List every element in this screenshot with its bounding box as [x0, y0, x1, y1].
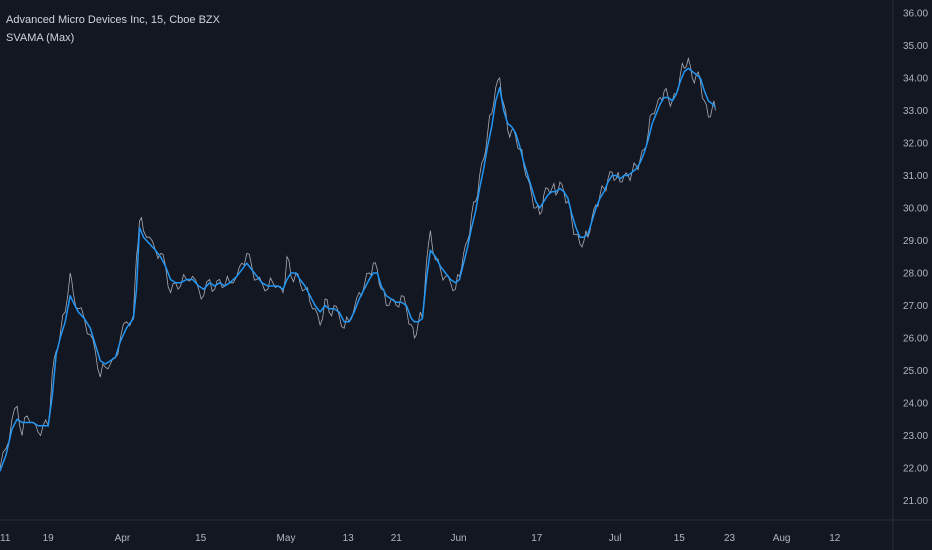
y-tick-label: 26.00 — [903, 334, 928, 345]
y-tick-label: 32.00 — [903, 139, 928, 150]
chart-title: Advanced Micro Devices Inc, 15, Cboe BZX — [6, 14, 220, 26]
y-tick-label: 28.00 — [903, 269, 928, 280]
y-tick-label: 30.00 — [903, 204, 928, 215]
price-axis[interactable]: 21.00 22.00 23.00 24.00 25.00 26.00 27.00 28.00… — [903, 9, 928, 508]
x-tick-label: Apr — [115, 533, 131, 544]
x-tick-label: May — [277, 533, 296, 544]
x-tick-label: Jun — [450, 533, 466, 544]
x-tick-label: 12 — [829, 533, 841, 544]
y-tick-label: 23.00 — [903, 431, 928, 442]
y-tick-label: 35.00 — [903, 41, 928, 52]
y-tick-label: 24.00 — [903, 399, 928, 410]
x-tick-label: 17 — [531, 533, 543, 544]
y-tick-label: 33.00 — [903, 106, 928, 117]
x-tick-label: 13 — [343, 533, 355, 544]
x-tick-label: 23 — [724, 533, 736, 544]
y-tick-label: 22.00 — [903, 464, 928, 475]
y-tick-label: 34.00 — [903, 74, 928, 85]
x-tick-label: Aug — [773, 533, 791, 544]
y-tick-label: 36.00 — [903, 9, 928, 20]
x-tick-label: 15 — [195, 533, 207, 544]
y-tick-label: 31.00 — [903, 171, 928, 182]
y-tick-label: 27.00 — [903, 301, 928, 312]
plot-area — [0, 56, 716, 472]
y-tick-label: 21.00 — [903, 496, 928, 507]
x-tick-label: 11 — [0, 533, 11, 544]
y-tick-label: 29.00 — [903, 236, 928, 247]
x-tick-label: Jul — [609, 533, 622, 544]
price-series-line — [0, 56, 716, 469]
x-tick-label: 19 — [43, 533, 55, 544]
y-tick-label: 25.00 — [903, 366, 928, 377]
chart-legend: Advanced Micro Devices Inc, 15, Cboe BZX… — [6, 11, 220, 47]
time-axis[interactable]: 11 19 Apr 15 May 13 21 Jun 17 Jul 15 23 Aug 12 — [0, 533, 841, 544]
indicator-label: SVAMA (Max) — [6, 32, 75, 44]
svama-series-line — [0, 67, 716, 472]
x-tick-label: 15 — [674, 533, 686, 544]
x-tick-label: 21 — [391, 533, 403, 544]
